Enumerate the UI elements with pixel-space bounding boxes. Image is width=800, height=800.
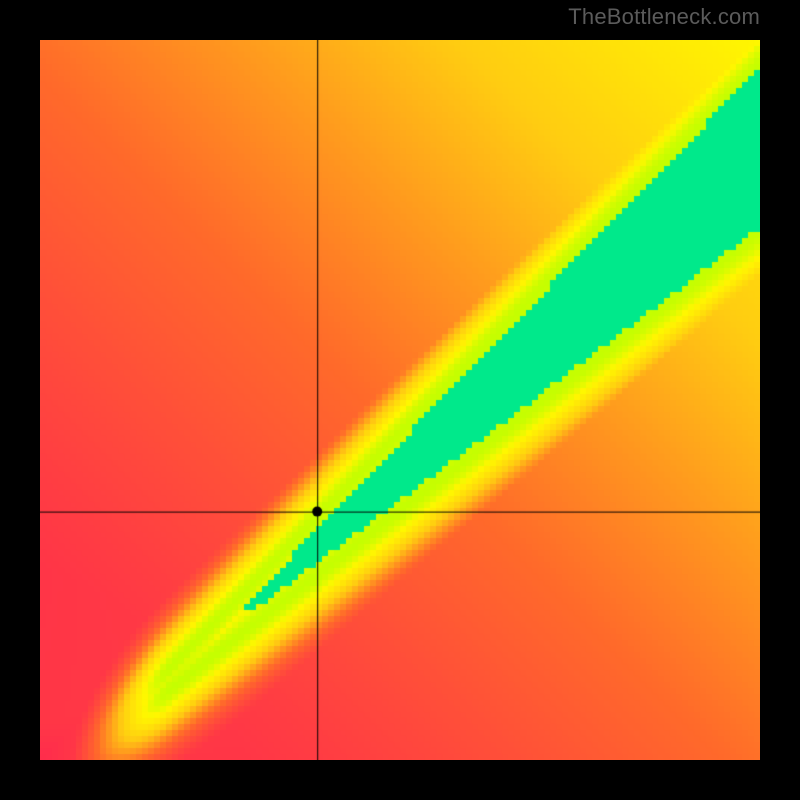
watermark-text: TheBottleneck.com [568, 4, 760, 30]
heatmap-plot [40, 40, 760, 760]
crosshair-overlay [40, 40, 760, 760]
chart-frame: TheBottleneck.com [0, 0, 800, 800]
